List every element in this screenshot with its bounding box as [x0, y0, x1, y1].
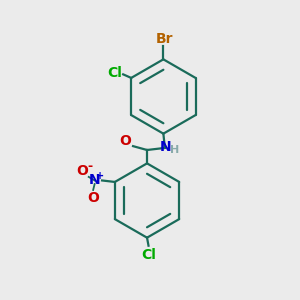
- Text: Cl: Cl: [107, 67, 122, 80]
- Text: -: -: [88, 160, 93, 173]
- Text: O: O: [76, 164, 88, 178]
- Text: Cl: Cl: [141, 248, 156, 262]
- Text: H: H: [170, 145, 179, 155]
- Text: N: N: [89, 173, 100, 188]
- Text: O: O: [119, 134, 131, 148]
- Text: Br: Br: [156, 32, 174, 46]
- Text: O: O: [87, 191, 99, 205]
- Text: N: N: [160, 140, 172, 154]
- Text: +: +: [96, 171, 104, 181]
